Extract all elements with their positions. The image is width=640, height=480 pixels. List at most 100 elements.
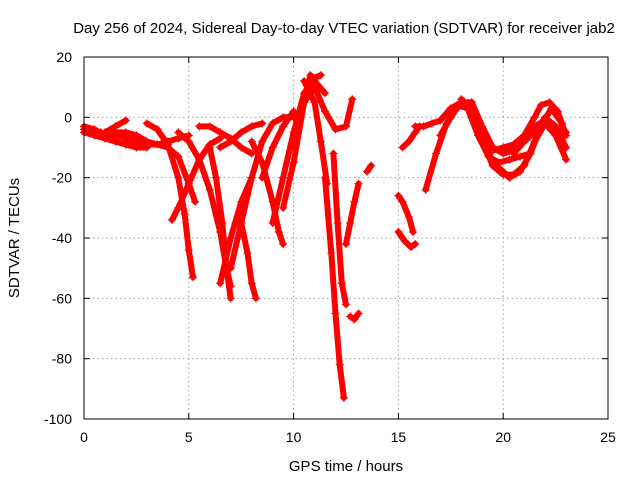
data-point bbox=[404, 137, 413, 146]
data-point bbox=[446, 113, 455, 122]
data-point bbox=[174, 128, 183, 137]
data-point bbox=[184, 179, 193, 188]
series-trace bbox=[238, 219, 259, 302]
series-sat-o bbox=[237, 218, 260, 303]
data-point bbox=[398, 197, 407, 206]
y-tick-label: -20 bbox=[52, 170, 72, 186]
data-point bbox=[205, 185, 214, 194]
data-point bbox=[251, 294, 260, 303]
series-sat-g bbox=[142, 119, 197, 282]
data-point bbox=[279, 122, 288, 131]
data-point bbox=[247, 137, 256, 146]
data-point bbox=[339, 393, 348, 402]
data-point bbox=[509, 140, 518, 149]
data-point bbox=[409, 227, 418, 236]
data-point bbox=[306, 71, 315, 80]
data-point bbox=[427, 119, 436, 128]
data-point bbox=[562, 128, 571, 137]
data-point bbox=[553, 107, 562, 116]
series-trace bbox=[330, 150, 349, 308]
data-point bbox=[488, 161, 497, 170]
data-point bbox=[367, 161, 376, 170]
data-point bbox=[520, 161, 529, 170]
data-point bbox=[258, 137, 267, 146]
series-trace bbox=[468, 114, 570, 178]
data-point bbox=[488, 146, 497, 155]
data-series-group bbox=[80, 71, 571, 402]
data-point bbox=[421, 185, 430, 194]
data-point bbox=[404, 212, 413, 221]
data-point bbox=[289, 143, 298, 152]
series-sat-y bbox=[346, 309, 363, 324]
data-point bbox=[436, 116, 445, 125]
data-point bbox=[121, 116, 130, 125]
data-point bbox=[310, 77, 319, 86]
data-point bbox=[174, 173, 183, 182]
data-point bbox=[551, 122, 560, 131]
series-sat-ab bbox=[394, 227, 420, 252]
data-point bbox=[243, 249, 252, 258]
data-point bbox=[310, 98, 319, 107]
data-point bbox=[226, 137, 235, 146]
data-point bbox=[300, 98, 309, 107]
data-point bbox=[237, 218, 246, 227]
series-sat-v bbox=[321, 173, 348, 402]
data-point bbox=[406, 243, 415, 252]
data-point bbox=[111, 137, 120, 146]
series-sat-aa bbox=[394, 191, 418, 236]
data-point bbox=[499, 143, 508, 152]
data-point bbox=[316, 71, 325, 80]
data-point bbox=[300, 77, 309, 86]
data-point bbox=[279, 173, 288, 182]
data-point bbox=[226, 264, 235, 273]
data-point bbox=[247, 279, 256, 288]
data-point bbox=[400, 237, 409, 246]
data-point bbox=[90, 131, 99, 140]
data-point bbox=[191, 197, 200, 206]
x-axis-label: GPS time / hours bbox=[289, 458, 403, 475]
data-point bbox=[153, 140, 162, 149]
data-point bbox=[163, 140, 172, 149]
y-tick-label: -80 bbox=[52, 351, 72, 367]
data-point bbox=[348, 95, 357, 104]
data-point bbox=[530, 137, 539, 146]
data-point bbox=[321, 173, 330, 182]
data-point bbox=[411, 240, 420, 249]
data-point bbox=[258, 173, 267, 182]
data-point bbox=[321, 89, 330, 98]
data-point bbox=[541, 113, 550, 122]
data-point bbox=[216, 143, 225, 152]
data-point bbox=[188, 273, 197, 282]
x-tick-label: 5 bbox=[185, 429, 193, 445]
series-trace bbox=[395, 229, 419, 251]
data-point bbox=[247, 122, 256, 131]
x-tick-label: 10 bbox=[286, 429, 302, 445]
data-point bbox=[142, 119, 151, 128]
data-point bbox=[505, 155, 514, 164]
data-point bbox=[346, 218, 355, 227]
series-sat-z bbox=[362, 161, 376, 176]
data-point bbox=[321, 107, 330, 116]
data-point bbox=[354, 309, 363, 318]
y-tick-label: -60 bbox=[52, 290, 72, 306]
data-point bbox=[562, 143, 571, 152]
data-point bbox=[520, 137, 529, 146]
data-point bbox=[335, 360, 344, 369]
data-point bbox=[331, 309, 340, 318]
series-sat-ak bbox=[520, 113, 571, 152]
data-point bbox=[174, 203, 183, 212]
chart-title: Day 256 of 2024, Sidereal Day-to-day VTE… bbox=[73, 20, 615, 37]
data-point bbox=[205, 143, 214, 152]
y-axis-label: SDTVAR / TECUs bbox=[6, 178, 23, 298]
data-point bbox=[316, 137, 325, 146]
y-tick-label: -40 bbox=[52, 230, 72, 246]
data-point bbox=[268, 143, 277, 152]
data-point bbox=[436, 131, 445, 140]
data-point bbox=[274, 227, 283, 236]
data-point bbox=[394, 227, 403, 236]
data-point bbox=[346, 312, 355, 321]
y-tick-label: 0 bbox=[64, 109, 72, 125]
series-sat-q bbox=[258, 107, 298, 182]
y-tick-label: 20 bbox=[56, 49, 72, 65]
